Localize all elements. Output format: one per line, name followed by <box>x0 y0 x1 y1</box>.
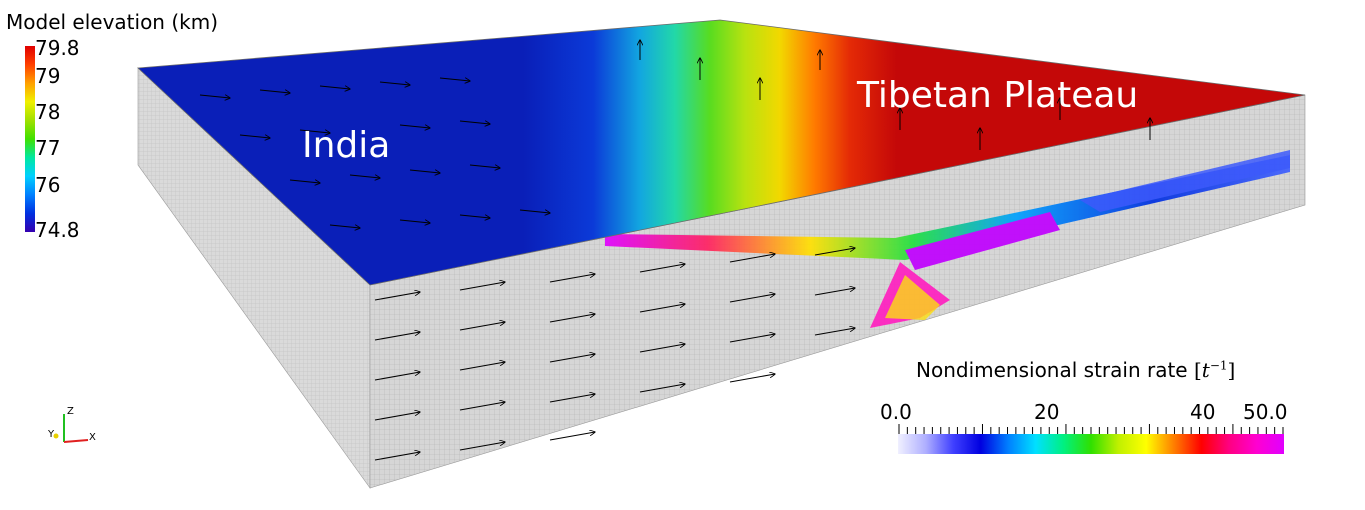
top-surface <box>138 20 1305 285</box>
region-label-india: India <box>302 125 391 166</box>
strain-tick-max: 50.0 <box>1243 400 1288 424</box>
elevation-tick-78: 78 <box>35 100 61 124</box>
elevation-tick-min: 74.8 <box>35 218 80 242</box>
strain-legend-title: Nondimensional strain rate [t−1] <box>916 358 1235 382</box>
axis-label-z: Z <box>67 406 74 417</box>
strain-colorbar-fill <box>898 434 1284 454</box>
axes-triad <box>53 414 89 443</box>
region-label-tibetan-plateau: Tibetan Plateau <box>857 75 1139 116</box>
velocity-arrows-top <box>199 40 1150 228</box>
axis-label-x: X <box>89 432 96 443</box>
elevation-tick-79: 79 <box>35 64 61 88</box>
velocity-arrows-front <box>374 248 855 461</box>
elevation-tick-max: 79.8 <box>35 36 80 60</box>
elevation-colorbar-fill <box>25 46 35 232</box>
elevation-tick-77: 77 <box>35 136 61 160</box>
strain-legend-unit: [t−1] <box>1193 358 1236 382</box>
elevation-colorbar <box>25 46 35 232</box>
elevation-legend-title: Model elevation (km) <box>6 10 219 34</box>
elevation-tick-76: 76 <box>35 173 61 197</box>
strain-unit-exponent: −1 <box>1209 358 1228 373</box>
strain-unit-base: t <box>1201 358 1210 382</box>
strain-tick-min: 0.0 <box>880 400 912 424</box>
shear-zone-band <box>605 150 1290 328</box>
axis-label-y: Y <box>48 429 55 440</box>
strain-legend-title-text: Nondimensional strain rate <box>916 358 1188 382</box>
strain-tick-20: 20 <box>1034 400 1060 424</box>
strain-colorbar <box>898 424 1284 454</box>
strain-tick-40: 40 <box>1190 400 1216 424</box>
